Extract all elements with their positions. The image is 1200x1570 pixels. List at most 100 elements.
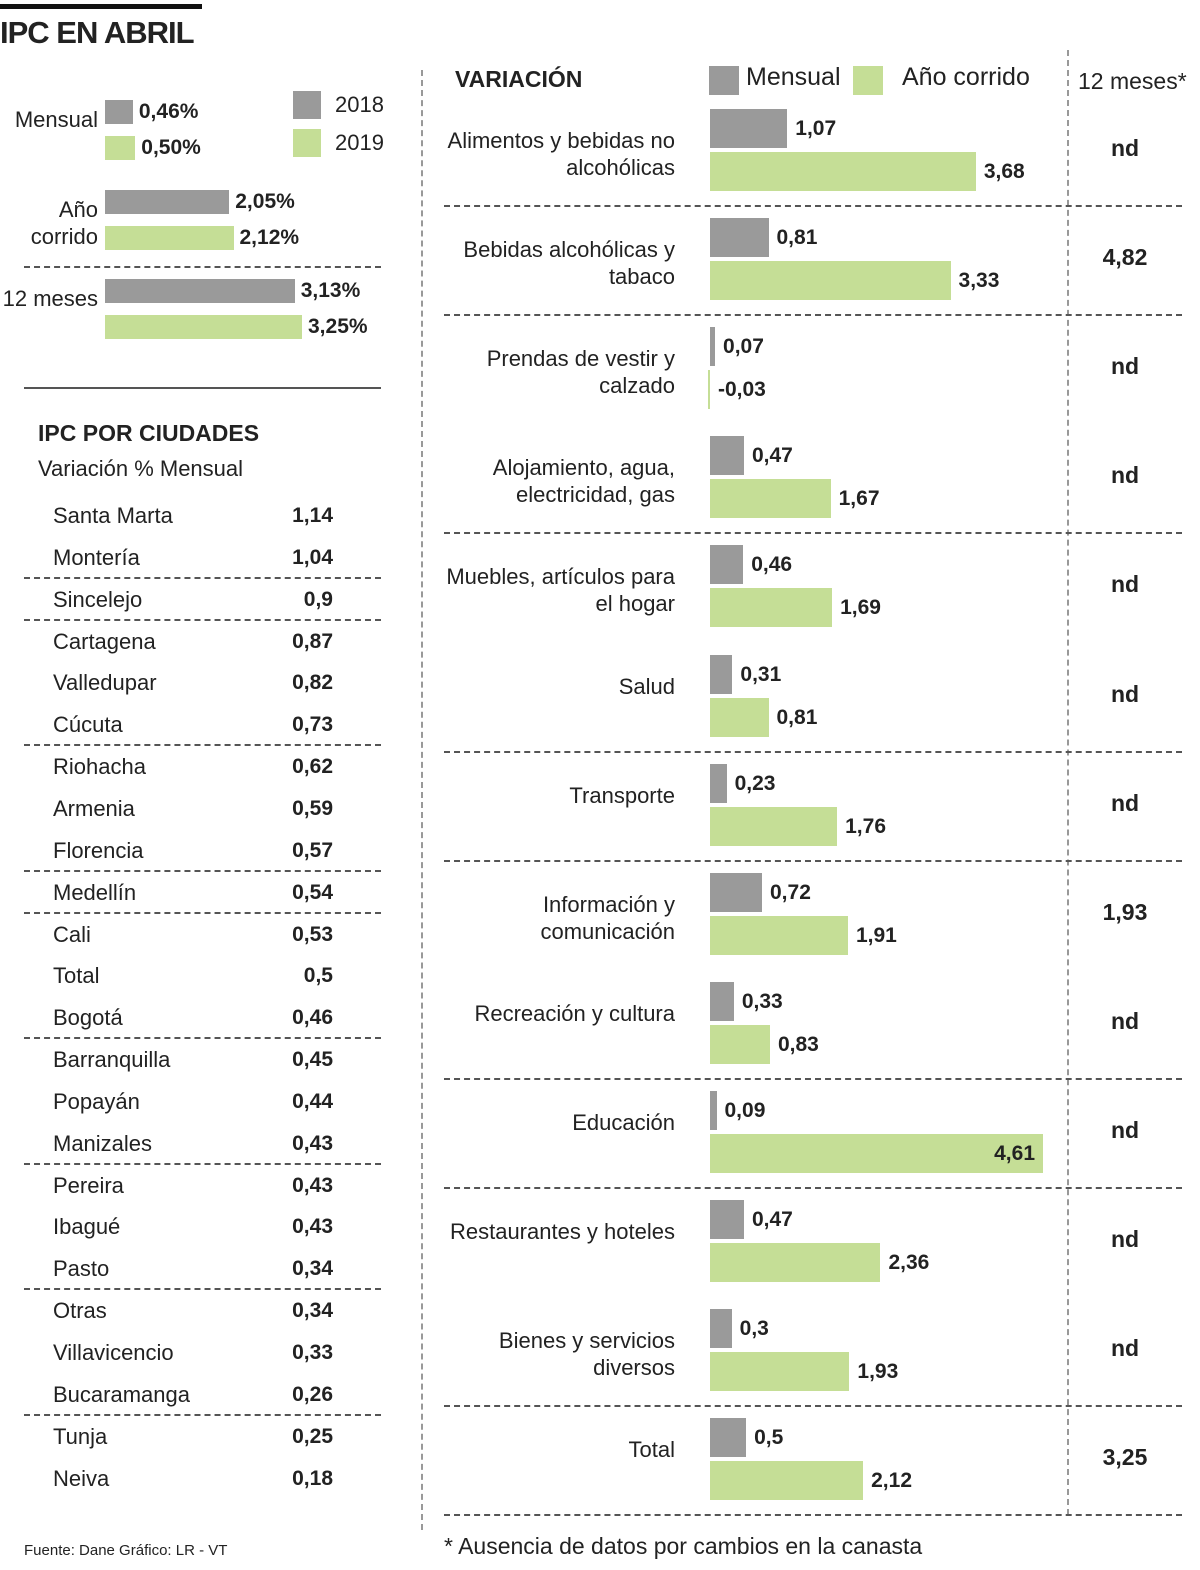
twelve-month-cell: 3,25 xyxy=(1102,1444,1148,1471)
city-name: Pasto xyxy=(53,1256,110,1282)
bar xyxy=(710,806,838,846)
row-separator xyxy=(444,532,1182,535)
city-name: Pereira xyxy=(53,1172,124,1198)
city-name: Manizales xyxy=(53,1130,153,1156)
row-separator xyxy=(24,911,381,914)
city-name: Medellín xyxy=(53,879,137,905)
category-label: Recreación y cultura xyxy=(474,1000,675,1026)
bar xyxy=(710,1090,717,1130)
value-label: 1,07 xyxy=(795,117,837,140)
category-label: Educación xyxy=(572,1109,675,1135)
category-label: Alojamiento, agua, electricidad, gas xyxy=(492,455,675,508)
city-value: 0,43 xyxy=(292,1215,333,1239)
city-name: Popayán xyxy=(53,1088,140,1114)
twelve-month-cell: 1,93 xyxy=(1102,898,1148,925)
category-label: Total xyxy=(628,1437,675,1463)
bar xyxy=(710,1024,770,1064)
city-name: Florencia xyxy=(53,837,144,863)
city-name: Montería xyxy=(53,544,140,570)
bar xyxy=(710,109,788,148)
city-value: 0,9 xyxy=(303,587,333,611)
value-label: 0,31 xyxy=(740,662,782,686)
row-separator xyxy=(24,1037,381,1040)
city-name: Villavicencio xyxy=(53,1340,174,1365)
city-name: Otras xyxy=(53,1298,107,1324)
bar xyxy=(710,1243,881,1282)
city-name: Total xyxy=(53,963,100,989)
row-separator xyxy=(24,618,381,621)
value-label: 0,46% xyxy=(138,100,199,123)
legend-swatch xyxy=(293,129,321,157)
legend-swatch xyxy=(853,66,883,95)
city-value: 0,62 xyxy=(292,755,333,779)
city-value: 0,43 xyxy=(292,1173,333,1197)
city-name: Barranquilla xyxy=(53,1047,171,1073)
city-name: Cartagena xyxy=(53,628,156,654)
city-name: Cali xyxy=(53,921,91,947)
legend-swatch xyxy=(293,91,321,119)
row-separator xyxy=(444,1077,1182,1080)
city-name: Valledupar xyxy=(53,670,157,696)
bar xyxy=(710,872,762,912)
bar xyxy=(710,436,744,476)
bar xyxy=(105,315,302,339)
value-label: 1,76 xyxy=(845,814,886,838)
city-name: Tunja xyxy=(53,1423,108,1449)
bar xyxy=(710,1352,850,1392)
row-separator xyxy=(24,869,381,872)
value-label: 2,36 xyxy=(888,1251,930,1274)
bar xyxy=(710,327,716,367)
city-name: Cúcuta xyxy=(53,712,123,738)
bar xyxy=(710,1200,744,1239)
city-name: Santa Marta xyxy=(53,503,173,528)
category-label: Restaurantes y hoteles xyxy=(449,1219,675,1244)
category-label: Información y comunicación xyxy=(540,891,675,944)
value-label: 2,12% xyxy=(239,226,300,249)
bar xyxy=(105,226,234,250)
city-value: 0,82 xyxy=(292,671,333,695)
divider xyxy=(421,70,423,1530)
value-label: -0,03 xyxy=(718,378,766,402)
value-label: 1,93 xyxy=(857,1360,899,1384)
bar xyxy=(710,218,769,258)
cities-title: IPC POR CIUDADES xyxy=(38,420,260,446)
category-label: Bienes y servicios diversos xyxy=(498,1328,675,1381)
city-name: Neiva xyxy=(53,1465,110,1491)
bar xyxy=(710,1133,1043,1173)
bar xyxy=(710,981,734,1021)
city-value: 0,46 xyxy=(292,1006,333,1030)
column-header: 12 meses* xyxy=(1078,68,1187,94)
category-label: 12 meses xyxy=(2,286,98,311)
value-label: 3,33 xyxy=(958,269,1000,293)
twelve-month-cell: nd xyxy=(1110,789,1140,816)
value-label: 0,3 xyxy=(739,1317,769,1341)
bar xyxy=(710,545,744,585)
value-label: 0,81 xyxy=(776,705,818,729)
title: IPC EN ABRIL xyxy=(0,15,195,50)
category-label: Prendas de vestir y calzado xyxy=(486,346,675,399)
city-value: 1,14 xyxy=(292,504,333,527)
bar xyxy=(105,190,230,214)
city-value: 0,33 xyxy=(292,1341,333,1364)
value-label: 0,47 xyxy=(751,1208,793,1231)
city-value: 0,59 xyxy=(292,796,333,820)
value-label: 0,47 xyxy=(751,444,793,468)
row-separator xyxy=(444,314,1182,317)
category-label: Año corrido xyxy=(30,197,98,249)
legend-label: 2018 xyxy=(335,92,384,117)
city-value: 0,5 xyxy=(303,964,333,988)
value-label: 3,13% xyxy=(300,279,361,302)
city-value: 0,73 xyxy=(292,713,333,737)
city-value: 0,45 xyxy=(292,1048,333,1072)
category-label: Alimentos y bebidas no alcohólicas xyxy=(447,128,675,180)
separator xyxy=(24,266,381,268)
city-name: Armenia xyxy=(53,795,135,821)
bar xyxy=(707,370,710,410)
divider xyxy=(1067,50,1069,1515)
row-separator xyxy=(24,744,381,747)
legend-label: Año corrido xyxy=(902,63,1030,91)
value-label: 0,72 xyxy=(770,880,811,904)
city-value: 0,43 xyxy=(292,1131,333,1155)
row-separator xyxy=(444,1405,1182,1408)
